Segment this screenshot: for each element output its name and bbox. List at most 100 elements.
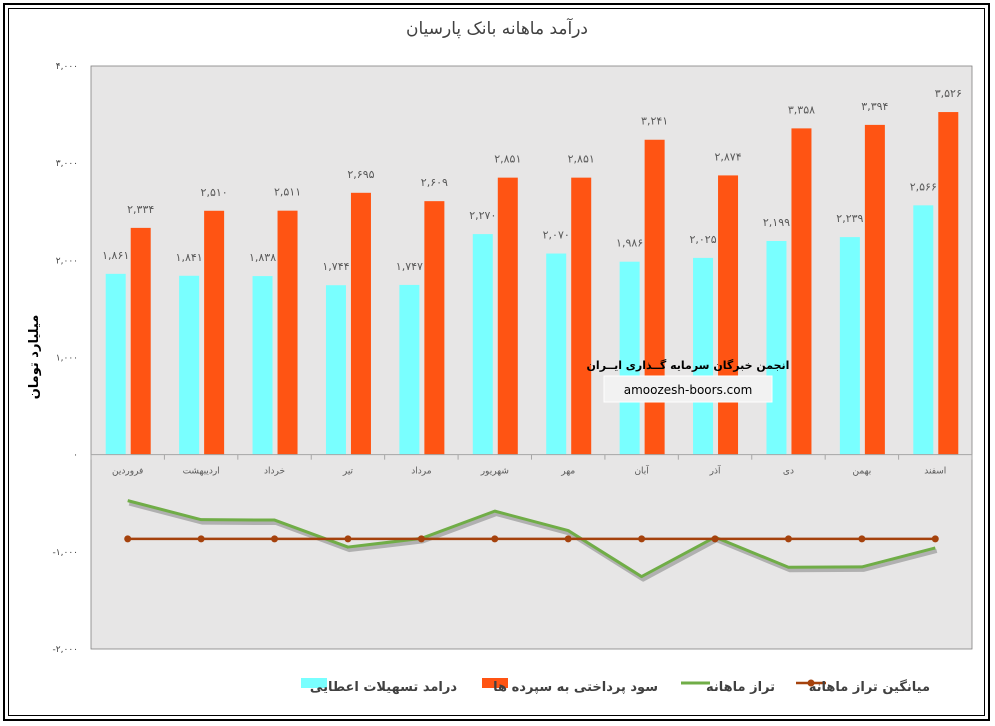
data-label-loans: ۲,۰۲۵ [689,233,716,246]
legend-swatch-deposits [482,678,508,688]
y-tick-label: -۲,۰۰۰ [53,645,78,655]
y-axis-label: میلیارد تومان [27,315,42,400]
average-marker [271,535,279,543]
bar-loans-income [839,237,860,455]
x-tick-label: مرداد [411,467,431,477]
average-marker [858,535,866,543]
bar-deposit-interest [130,227,151,455]
data-label-loans: ۱,۷۴۷ [396,260,423,273]
bar-loans-income [179,275,200,455]
x-tick-label: اردیبهشت [183,467,220,477]
x-tick-label: آبان [634,465,649,477]
data-label-loans: ۱,۸۴۱ [176,251,203,264]
data-label-loans: ۱,۷۴۴ [322,260,349,273]
data-label-loans: ۲,۲۳۹ [836,212,863,225]
chart-title: درآمد ماهانه بانک پارسیان [406,17,588,39]
x-tick-label: خرداد [264,467,285,477]
data-label-deposits: ۲,۸۵۱ [494,153,521,166]
data-label-deposits: ۲,۶۹۵ [347,168,374,181]
average-marker [931,535,939,543]
bar-deposit-interest [791,128,812,455]
lines-group [124,499,939,582]
data-label-loans: ۲,۵۶۶ [910,180,937,193]
labels-group: ۱,۸۶۱ ۲,۳۳۴ ۱,۸۴۱ ۲,۵۱۰ ۱,۸۳۸ ۲,۵۱۱ ۱,۷۴۴ ۲,۶۹۵… [102,87,962,273]
bar-loans-income [619,261,640,455]
bar-deposit-interest [277,210,298,455]
average-marker [344,535,352,543]
average-marker [417,535,425,543]
bar-deposit-interest [424,201,445,455]
legend-label-deposits: سود پرداختی به سپرده ها [493,680,658,695]
bar-deposit-interest [497,177,518,455]
x-tick-label: آذر [709,465,721,477]
bar-loans-income [105,273,126,455]
legend-label-loans: درامد تسهیلات اعطایی [310,680,457,695]
bar-loans-income [766,240,787,455]
data-label-loans: ۱,۸۳۸ [249,251,276,264]
bar-deposit-interest [350,192,371,455]
data-label-loans: ۱,۸۶۱ [102,249,129,262]
y-tick-label: ۰ [73,451,78,461]
legend-label-average: میانگین تراز ماهانه [809,679,930,695]
watermark-box [603,375,773,403]
bar-deposit-interest [571,177,592,455]
x-tick-label: اسفند [924,467,946,477]
legend-swatch-loans [301,678,327,688]
x-tick-label: تیر [342,467,354,477]
bar-loans-income [693,257,714,455]
data-label-loans: ۱,۹۸۶ [616,237,643,250]
bar-deposit-interest [938,112,959,455]
axes-group: -۲,۰۰۰ -۱,۰۰۰ ۰ ۱,۰۰۰ ۲,۰۰۰ ۳,۰۰۰ ۴,۰۰۰ فروردین… [53,62,973,655]
data-label-deposits: ۲,۸۵۱ [568,153,595,166]
balance-line-shadow [128,501,938,582]
data-label-deposits: ۲,۶۰۹ [421,176,448,189]
bar-deposit-interest [204,210,225,455]
legend-label-balance: تراز ماهانه [706,680,775,695]
watermark-url: amoozesh-boors.com [624,383,753,397]
average-marker [124,535,132,543]
y-tick-label: ۱,۰۰۰ [56,354,78,364]
data-label-deposits: ۲,۸۷۴ [714,150,741,163]
average-marker [564,535,572,543]
y-tick-label: ۴,۰۰۰ [56,62,78,72]
data-label-loans: ۲,۰۷۰ [543,229,570,242]
data-label-deposits: ۳,۳۵۸ [788,103,815,116]
x-tick-label: بهمن [853,467,872,477]
plot-area [90,65,973,650]
bars-group [105,112,959,455]
data-label-deposits: ۲,۵۱۰ [201,186,228,199]
y-tick-label: -۱,۰۰۰ [53,548,78,558]
data-label-deposits: ۳,۳۹۴ [861,100,888,113]
x-tick-label: مهر [560,467,575,477]
average-marker [197,535,205,543]
bar-loans-income [472,234,493,455]
bar-deposit-interest [864,124,885,455]
data-label-loans: ۲,۲۷۰ [469,209,496,222]
y-tick-label: ۲,۰۰۰ [56,256,78,266]
x-tick-label: شهریور [480,467,509,477]
average-marker [491,535,499,543]
x-tick-label: فروردین [112,467,143,477]
legend: درامد تسهیلات اعطایی سود پرداختی به سپرد… [301,678,930,695]
data-label-deposits: ۳,۲۴۱ [641,115,668,128]
bar-loans-income [399,284,420,455]
bar-deposit-interest [718,175,739,455]
bar-loans-income [252,276,273,455]
chart-frame-inner [8,8,985,716]
data-label-loans: ۲,۱۹۹ [763,216,790,229]
data-label-deposits: ۲,۳۳۴ [127,203,154,216]
chart-frame-outer [3,3,990,721]
bar-loans-income [325,285,346,455]
legend-marker-average [807,679,815,687]
data-label-deposits: ۲,۵۱۱ [274,186,301,199]
y-tick-label: ۳,۰۰۰ [56,159,78,169]
average-marker [638,535,646,543]
bar-deposit-interest [644,139,665,455]
data-label-deposits: ۳,۵۲۶ [935,87,962,100]
bar-loans-income [913,205,934,455]
average-marker [784,535,792,543]
balance-line [127,499,936,579]
watermark-title: انجمن خبرگان سرمایه گــذاری ایــران [587,359,790,372]
average-marker [711,535,719,543]
